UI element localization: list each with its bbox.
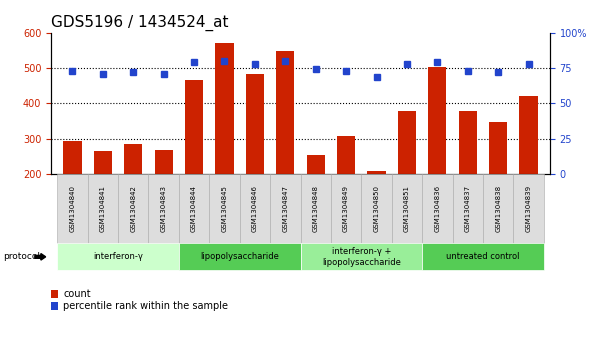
Bar xyxy=(337,136,355,174)
Text: GSM1304839: GSM1304839 xyxy=(526,185,532,232)
Text: GSM1304850: GSM1304850 xyxy=(374,185,380,232)
Bar xyxy=(307,155,325,174)
Text: protocol: protocol xyxy=(3,252,40,261)
Text: GSM1304841: GSM1304841 xyxy=(100,185,106,232)
Text: GSM1304851: GSM1304851 xyxy=(404,185,410,232)
Text: GSM1304838: GSM1304838 xyxy=(495,185,501,232)
Bar xyxy=(246,74,264,174)
Bar xyxy=(459,111,477,174)
Bar xyxy=(519,96,538,174)
Text: GSM1304844: GSM1304844 xyxy=(191,185,197,232)
Text: percentile rank within the sample: percentile rank within the sample xyxy=(63,301,228,311)
Text: GSM1304849: GSM1304849 xyxy=(343,185,349,232)
Text: GSM1304845: GSM1304845 xyxy=(221,185,227,232)
Text: GSM1304840: GSM1304840 xyxy=(69,185,75,232)
Bar xyxy=(94,151,112,174)
Bar xyxy=(489,122,507,174)
Bar xyxy=(185,81,203,174)
Bar xyxy=(276,51,294,174)
Bar xyxy=(124,144,142,174)
Text: GSM1304837: GSM1304837 xyxy=(465,185,471,232)
Text: GSM1304847: GSM1304847 xyxy=(282,185,288,232)
Text: count: count xyxy=(63,289,91,299)
Bar xyxy=(63,140,82,174)
Text: lipopolysaccharide: lipopolysaccharide xyxy=(200,252,279,261)
Text: GDS5196 / 1434524_at: GDS5196 / 1434524_at xyxy=(51,15,228,31)
Text: GSM1304843: GSM1304843 xyxy=(160,185,166,232)
Text: interferon-γ: interferon-γ xyxy=(93,252,143,261)
Bar xyxy=(429,68,447,174)
Bar xyxy=(215,43,234,174)
Text: GSM1304846: GSM1304846 xyxy=(252,185,258,232)
Text: untreated control: untreated control xyxy=(447,252,520,261)
Bar xyxy=(154,150,172,174)
Text: GSM1304842: GSM1304842 xyxy=(130,185,136,232)
Text: GSM1304848: GSM1304848 xyxy=(313,185,319,232)
Bar xyxy=(367,171,386,174)
Text: interferon-γ +
lipopolysaccharide: interferon-γ + lipopolysaccharide xyxy=(322,247,401,266)
Bar xyxy=(398,111,416,174)
Text: GSM1304836: GSM1304836 xyxy=(435,185,441,232)
